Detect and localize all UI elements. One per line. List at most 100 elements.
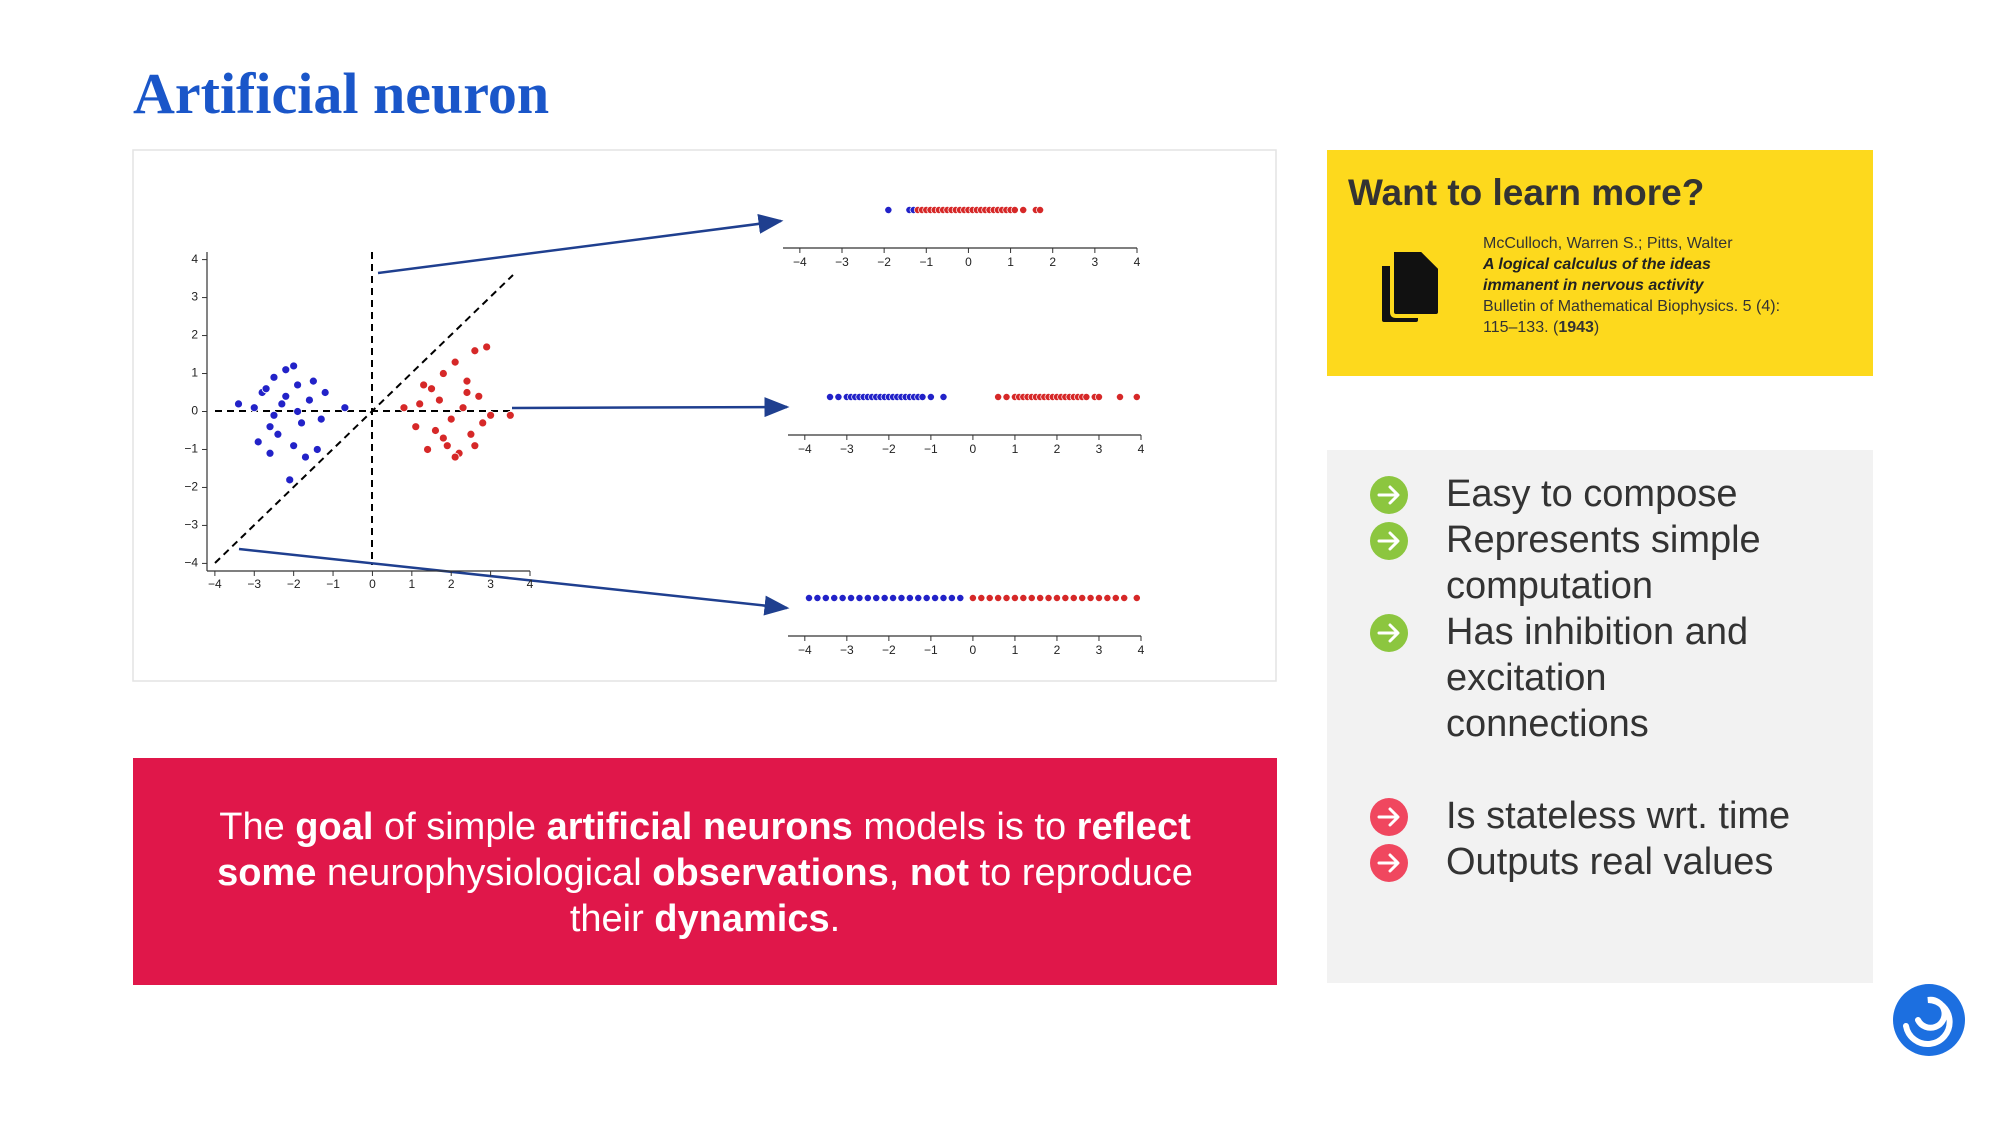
strip-point xyxy=(918,393,927,401)
scatter-point xyxy=(253,437,263,447)
scatter-point xyxy=(466,429,476,439)
x-tick-label: 4 xyxy=(1134,255,1141,269)
citation-year: 1943 xyxy=(1558,319,1594,336)
y-tick-label: −2 xyxy=(184,480,198,494)
strip-point xyxy=(1103,594,1112,602)
scatter-point xyxy=(415,399,425,409)
strip-point xyxy=(1095,594,1103,602)
bullet-arrow xyxy=(1377,623,1400,643)
x-tick-label: −1 xyxy=(924,643,938,657)
strip-point xyxy=(926,393,935,401)
properties-box xyxy=(1327,450,1873,983)
strip-point xyxy=(939,594,948,602)
scatter-point xyxy=(423,445,432,454)
x-tick-label: −2 xyxy=(882,643,896,657)
strip-point xyxy=(889,594,898,602)
strip-point xyxy=(977,594,986,602)
x-tick-label: −4 xyxy=(208,577,222,591)
strip-point xyxy=(994,594,1003,602)
scatter-point xyxy=(269,410,279,420)
projection-arrow xyxy=(238,547,790,616)
x-tick-label: −3 xyxy=(840,442,854,456)
bullet-arrow xyxy=(1377,807,1400,827)
x-tick-label: 0 xyxy=(970,442,977,456)
strip-point xyxy=(1082,393,1091,401)
statement-line: some neurophysiological observations, no… xyxy=(217,852,1193,894)
projection-arrow xyxy=(377,213,784,275)
x-tick-label: 3 xyxy=(1096,442,1103,456)
x-tick-label: −1 xyxy=(919,255,933,269)
y-tick-label: 2 xyxy=(191,328,198,342)
strip-point xyxy=(1078,594,1087,602)
scatter-point xyxy=(478,418,488,428)
strip-point xyxy=(1002,393,1011,401)
scatter-point xyxy=(289,441,299,451)
scatter-point xyxy=(265,422,275,432)
statement-box xyxy=(133,758,1277,985)
x-tick-label: −2 xyxy=(287,577,301,591)
scatter-point xyxy=(486,410,496,420)
pro-bullet xyxy=(1370,614,1408,652)
x-tick-label: 2 xyxy=(1049,255,1056,269)
strip-point xyxy=(1044,594,1053,602)
strip-point xyxy=(1095,393,1103,401)
scatter-point xyxy=(293,380,302,390)
citation-pages-text: 115–133. ( xyxy=(1483,319,1559,336)
strip-point xyxy=(1010,206,1019,214)
logo xyxy=(1893,984,1965,1056)
strip-point xyxy=(834,393,843,401)
strip-point xyxy=(813,594,822,602)
strip-point xyxy=(994,393,1003,401)
scatter-point xyxy=(427,384,436,394)
scatter-point xyxy=(281,391,291,401)
scatter-point xyxy=(297,418,306,428)
bullet-arrow xyxy=(1377,485,1400,505)
pro-text: excitation xyxy=(1446,657,1607,699)
scatter-point xyxy=(470,441,480,451)
statement-run: some xyxy=(217,852,316,894)
strip-point xyxy=(884,206,893,214)
scatter-point xyxy=(285,475,295,485)
statement-run: not xyxy=(910,852,969,894)
con-bullet xyxy=(1370,798,1408,836)
strip-point xyxy=(1019,594,1028,602)
pro-text: Has inhibition and xyxy=(1446,611,1748,653)
scatter-point xyxy=(277,399,287,409)
pro-bullet xyxy=(1370,476,1408,514)
x-tick-label: 2 xyxy=(1054,643,1061,657)
scatter-point xyxy=(446,414,456,424)
statement-run: dynamics xyxy=(654,898,829,940)
x-tick-label: 4 xyxy=(1138,643,1145,657)
strip-point xyxy=(872,594,881,602)
statement-run: The xyxy=(219,806,295,848)
strip-point xyxy=(1116,393,1124,401)
x-tick-label: 1 xyxy=(1007,255,1014,269)
strip-point xyxy=(985,594,994,602)
citation-pages-text: ) xyxy=(1594,319,1599,336)
strip-point xyxy=(922,594,931,602)
x-tick-label: 3 xyxy=(1092,255,1099,269)
statement-line: The goal of simple artificial neurons mo… xyxy=(219,806,1191,848)
scatter-point xyxy=(316,414,326,424)
scatter-point xyxy=(482,342,492,352)
x-tick-label: −3 xyxy=(835,255,849,269)
strip-point xyxy=(947,594,956,602)
statement-run: of simple xyxy=(373,806,546,848)
scatter-point xyxy=(438,433,448,443)
scatter-point xyxy=(265,448,275,458)
x-tick-label: 4 xyxy=(527,577,534,591)
y-tick-label: −1 xyxy=(184,442,198,456)
strip-point xyxy=(855,594,864,602)
y-tick-label: 0 xyxy=(191,404,198,418)
citation-title: A logical calculus of the ideas xyxy=(1482,256,1711,273)
con-bullet xyxy=(1370,844,1408,882)
scatter-point xyxy=(273,429,283,439)
scatter-point xyxy=(293,407,302,416)
citation-journal: Bulletin of Mathematical Biophysics. 5 (… xyxy=(1483,298,1780,315)
x-tick-label: 3 xyxy=(487,577,494,591)
statement-run: neurophysiological xyxy=(316,852,652,894)
scatter-point xyxy=(450,452,460,462)
strip-point xyxy=(1019,206,1028,214)
strip-point xyxy=(1010,594,1019,602)
scatter-point xyxy=(320,388,330,397)
